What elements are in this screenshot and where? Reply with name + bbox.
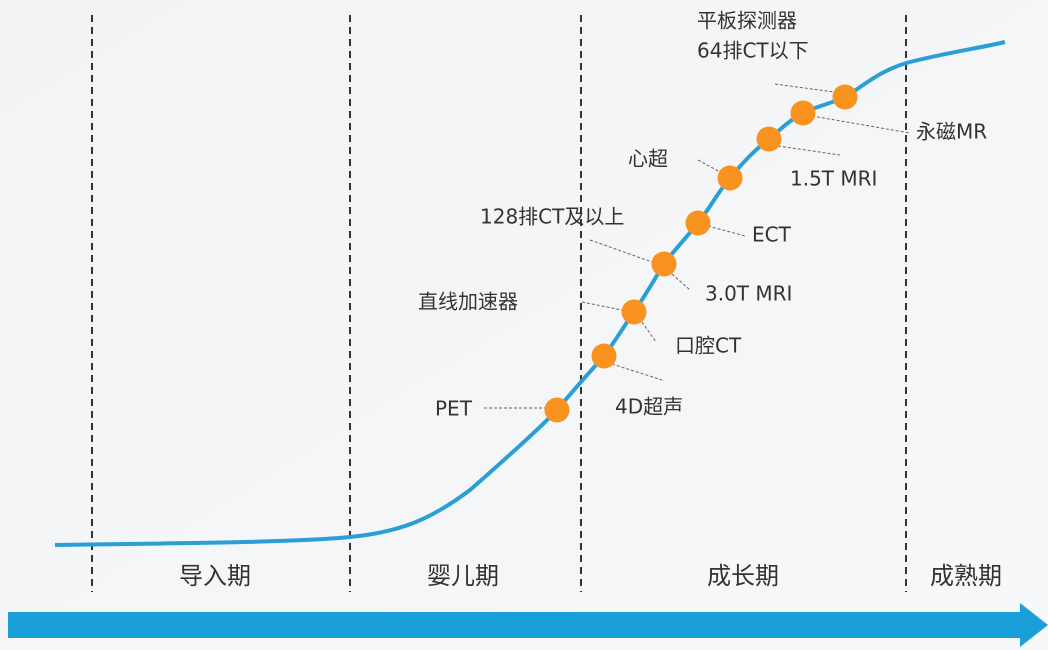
device-label: PET [435,397,473,421]
device-label: 128排CT及以上 [480,205,624,229]
phase-label: 导入期 [179,562,251,590]
device-dot [621,299,647,325]
device-dot [544,397,570,423]
device-label: 64排CT以下 [697,39,809,63]
device-label: 口腔CT [675,334,742,358]
phase-label: 成长期 [707,562,779,590]
device-label: 直线加速器 [418,290,518,314]
device-dot [832,84,858,110]
leader-line [611,363,663,381]
device-label: ECT [752,223,792,247]
leader-line [641,321,657,343]
phase-label: 婴儿期 [427,562,499,590]
device-label: 4D超声 [615,395,683,419]
leader-line [811,115,911,134]
device-label: 1.5T MRI [790,167,877,191]
leader-line [671,273,691,291]
time-arrow [8,603,1048,647]
device-dot [790,100,816,126]
leader-line [707,225,746,237]
leader-line [777,145,841,156]
phase-label: 成熟期 [930,562,1002,590]
device-dot [651,251,677,277]
device-dot [717,165,743,191]
device-label: 平板探测器 [697,9,797,33]
device-dot [591,343,617,369]
leader-line [581,301,623,311]
device-label: 3.0T MRI [705,282,792,306]
device-label: 永磁MR [916,120,987,144]
device-dot [685,210,711,236]
device-label: 心超 [628,147,668,171]
leader-line [589,239,653,263]
device-dot [756,126,782,152]
leader-line [697,159,721,173]
